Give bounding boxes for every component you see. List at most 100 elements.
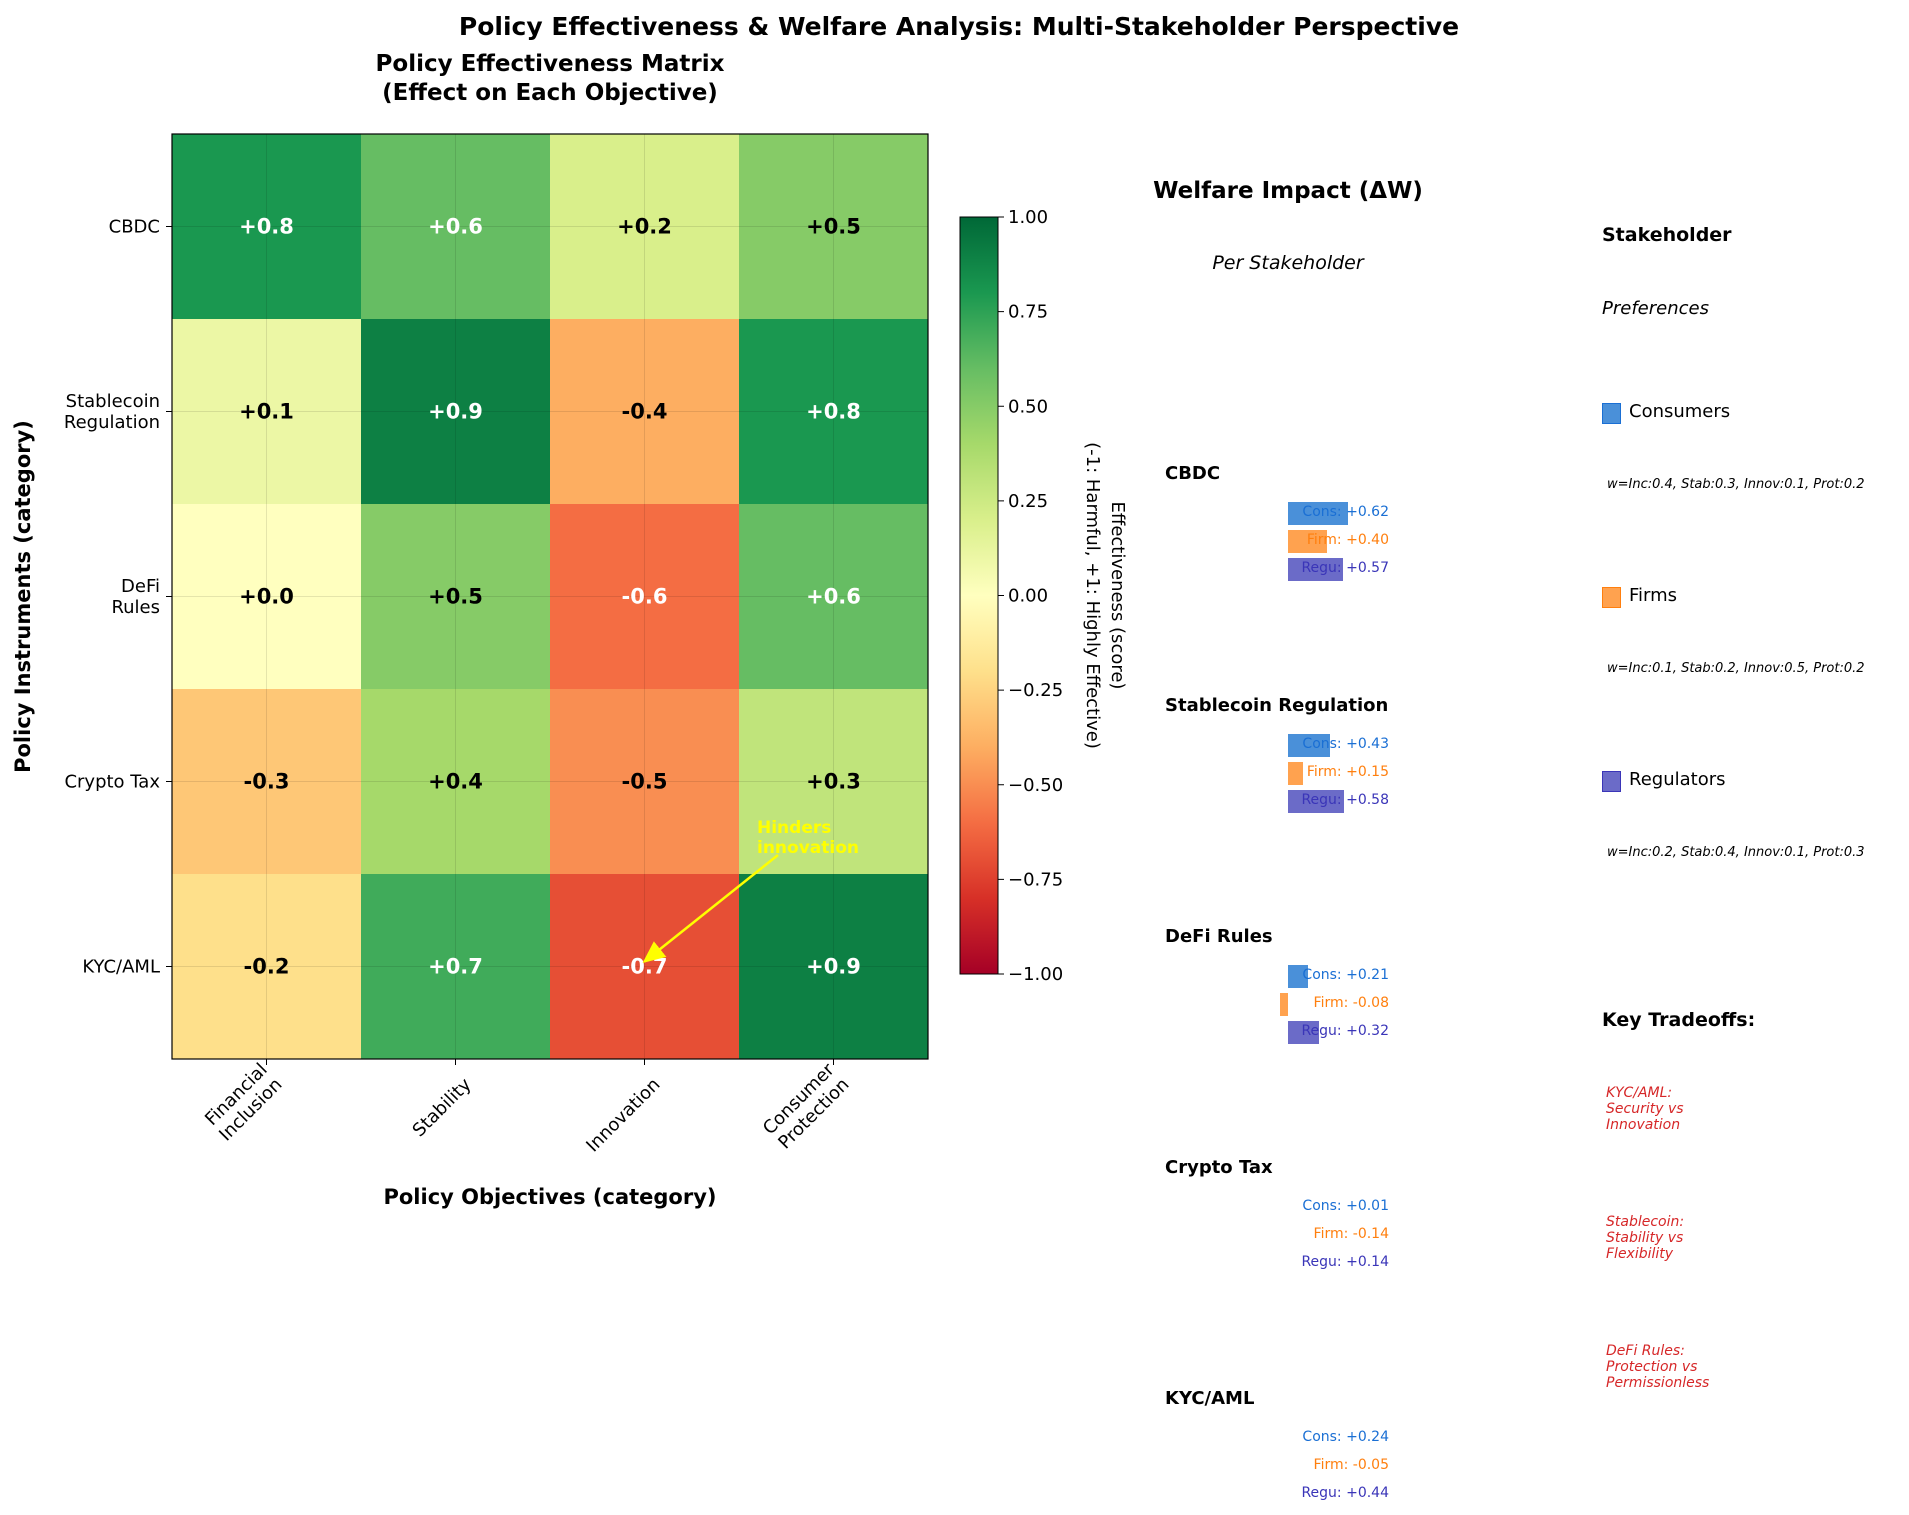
welfare-value-label: Regu: +0.58 <box>1301 792 1389 808</box>
welfare-value-label: Firm: +0.15 <box>1306 764 1389 780</box>
heatmap-cell <box>739 134 929 320</box>
x-tick-label: Stability <box>409 1074 476 1141</box>
colorbar-tick-label: 0.75 <box>1008 302 1048 323</box>
colorbar-label: Effectiveness (score) <box>1107 502 1128 690</box>
welfare-value-label: Cons: +0.21 <box>1302 967 1389 983</box>
heatmap-cell <box>361 134 551 320</box>
y-tick-label: Stablecoin Regulation <box>64 391 160 433</box>
y-tick-label: CBDC <box>109 217 160 238</box>
welfare-bar <box>1288 502 1349 525</box>
y-tick-label: DeFi Rules <box>111 576 160 618</box>
welfare-subtitle: Per Stakeholder <box>1212 252 1364 274</box>
tradeoff-line: KYC/AML: <box>1606 1085 1673 1101</box>
legend-label: Regulators <box>1629 769 1726 790</box>
heatmap-cell <box>361 874 551 1060</box>
cell-value-label: +0.6 <box>806 585 861 609</box>
welfare-bar <box>1288 734 1330 757</box>
legend-label: Firms <box>1629 585 1678 606</box>
colorbar-tick-label: 0.00 <box>1008 586 1048 607</box>
tradeoff-note: DeFi Rules: Protection vs Permissionless <box>1606 1343 1709 1391</box>
heatmap-cell <box>550 134 740 320</box>
cell-value-label: -0.5 <box>622 770 668 794</box>
cell-value-label: +0.5 <box>428 585 483 609</box>
legend-swatch-icon <box>1602 587 1621 608</box>
cell-value-label: +0.1 <box>239 400 294 424</box>
welfare-value-label: Regu: +0.14 <box>1301 1254 1389 1270</box>
tradeoff-line: Innovation <box>1606 1117 1681 1133</box>
heatmap-cell <box>550 689 740 875</box>
heatmap-cell <box>172 134 362 320</box>
annotation-text: Hinders <box>757 818 831 838</box>
tradeoff-line: Stability vs <box>1606 1230 1684 1246</box>
policy-label: CBDC <box>1165 463 1221 484</box>
welfare-value-label: Cons: +0.43 <box>1302 736 1389 752</box>
x-tick-label: Innovation <box>582 1074 664 1156</box>
y-tick-label: KYC/AML <box>82 957 160 978</box>
welfare-bar <box>1288 790 1345 813</box>
welfare-bar <box>1288 762 1303 785</box>
tradeoff-note: KYC/AML: Security vs Innovation <box>1606 1085 1684 1133</box>
cell-value-label: +0.9 <box>428 400 483 424</box>
colorbar-label: (-1: Harmful, +1: Highly Effective) <box>1082 442 1103 749</box>
preferences-subtitle: Preferences <box>1602 298 1709 319</box>
welfare-bar <box>1288 1021 1320 1044</box>
legend-label: Consumers <box>1629 401 1731 422</box>
heatmap-cell <box>361 689 551 875</box>
welfare-value-label: Cons: +0.62 <box>1302 504 1389 520</box>
tradeoff-line: Protection vs <box>1606 1359 1698 1375</box>
preferences-title: Stakeholder <box>1602 224 1732 246</box>
welfare-bar <box>1288 530 1327 553</box>
annotation-text: innovation <box>757 838 859 858</box>
heatmap-cell <box>172 689 362 875</box>
cell-value-label: -0.6 <box>622 585 668 609</box>
legend-swatch-icon <box>1602 771 1621 792</box>
heatmap-title-line: Policy Effectiveness Matrix <box>375 51 725 77</box>
policy-label: Crypto Tax <box>1165 1157 1273 1178</box>
heatmap-cell <box>739 319 929 505</box>
x-axis-label: Policy Objectives (category) <box>383 1185 716 1209</box>
x-tick-label-group: Innovation <box>582 1074 664 1156</box>
x-tick-label: FinancialInclusion <box>200 1059 286 1145</box>
heatmap-cell <box>172 874 362 1060</box>
heatmap-cell <box>739 504 929 690</box>
welfare-value-label: Cons: +0.24 <box>1302 1429 1389 1445</box>
cell-value-label: +0.9 <box>806 955 861 979</box>
x-tick-label-group: ConsumerProtection <box>759 1059 854 1154</box>
policy-label: KYC/AML <box>1165 1388 1255 1409</box>
welfare-value-label: Regu: +0.57 <box>1301 560 1389 576</box>
colorbar <box>959 216 999 975</box>
x-tick-label-group: FinancialInclusion <box>200 1059 286 1145</box>
tradeoff-line: DeFi Rules: <box>1606 1343 1685 1359</box>
heatmap-cell <box>739 689 929 875</box>
cell-value-label: -0.3 <box>244 770 290 794</box>
tradeoff-line: Security vs <box>1606 1101 1684 1117</box>
heatmap-cell <box>172 319 362 505</box>
colorbar-tick-label: −0.25 <box>1008 680 1063 701</box>
heatmap-cell <box>550 504 740 690</box>
welfare-value-label: Regu: +0.32 <box>1301 1023 1389 1039</box>
tradeoff-line: Permissionless <box>1606 1375 1710 1391</box>
heatmap-cell <box>361 319 551 505</box>
y-tick-label: Crypto Tax <box>64 772 160 793</box>
tradeoff-note: Stablecoin: Stability vs Flexibility <box>1606 1214 1684 1262</box>
welfare-bar <box>1280 993 1288 1016</box>
cell-value-label: +0.3 <box>806 770 861 794</box>
annotation-arrow <box>642 854 779 964</box>
tradeoff-line: Flexibility <box>1606 1246 1674 1262</box>
heatmap-title-line: (Effect on Each Objective) <box>382 80 718 106</box>
colorbar-tick-label: 1.00 <box>1008 207 1048 228</box>
cell-value-label: +0.0 <box>239 585 294 609</box>
cell-value-label: +0.2 <box>617 215 672 239</box>
legend-swatch-icon <box>1602 403 1621 424</box>
welfare-value-label: Firm: -0.05 <box>1313 1457 1389 1473</box>
welfare-value-label: Regu: +0.44 <box>1301 1485 1389 1501</box>
cell-value-label: +0.4 <box>428 770 483 794</box>
cell-value-label: +0.5 <box>806 215 861 239</box>
welfare-title: Welfare Impact (ΔW) <box>1153 178 1423 204</box>
welfare-value-label: Firm: -0.14 <box>1313 1226 1389 1242</box>
x-tick-label-group: Stability <box>409 1074 476 1141</box>
welfare-value-label: Firm: +0.40 <box>1306 532 1389 548</box>
cell-value-label: -0.7 <box>622 955 668 979</box>
stakeholder-weights: w=Inc:0.2, Stab:0.4, Innov:0.1, Prot:0.3 <box>1607 845 1865 860</box>
